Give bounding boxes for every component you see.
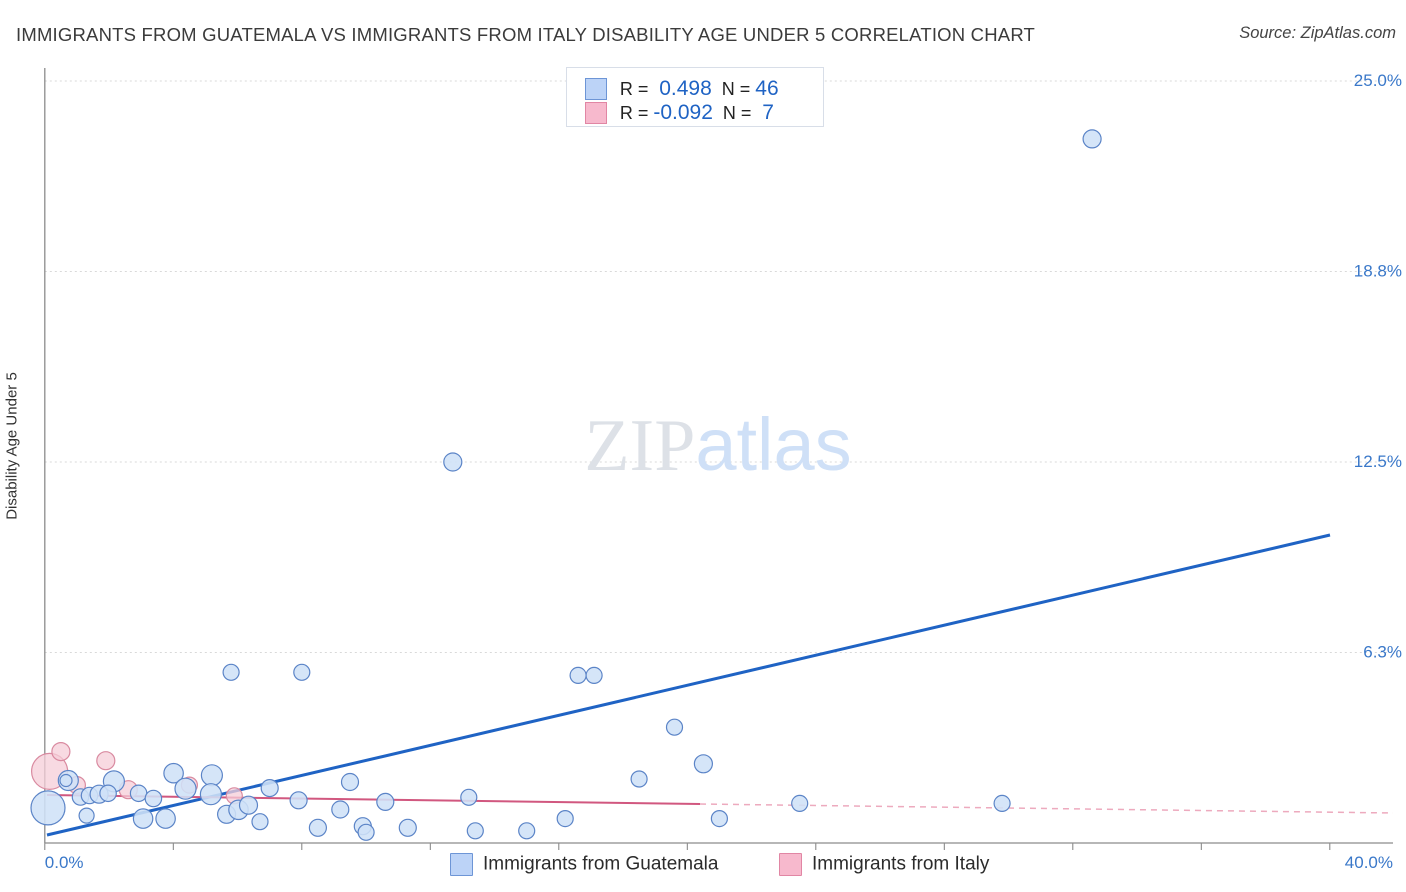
svg-text:12.5%: 12.5% <box>1354 452 1402 471</box>
svg-text:6.3%: 6.3% <box>1363 643 1402 662</box>
svg-text:40.0%: 40.0% <box>1345 853 1393 872</box>
svg-text:ZIPatlas: ZIPatlas <box>584 403 851 487</box>
svg-text:25.0%: 25.0% <box>1354 71 1402 90</box>
svg-text:18.8%: 18.8% <box>1354 262 1402 281</box>
svg-text:0.0%: 0.0% <box>45 853 84 872</box>
